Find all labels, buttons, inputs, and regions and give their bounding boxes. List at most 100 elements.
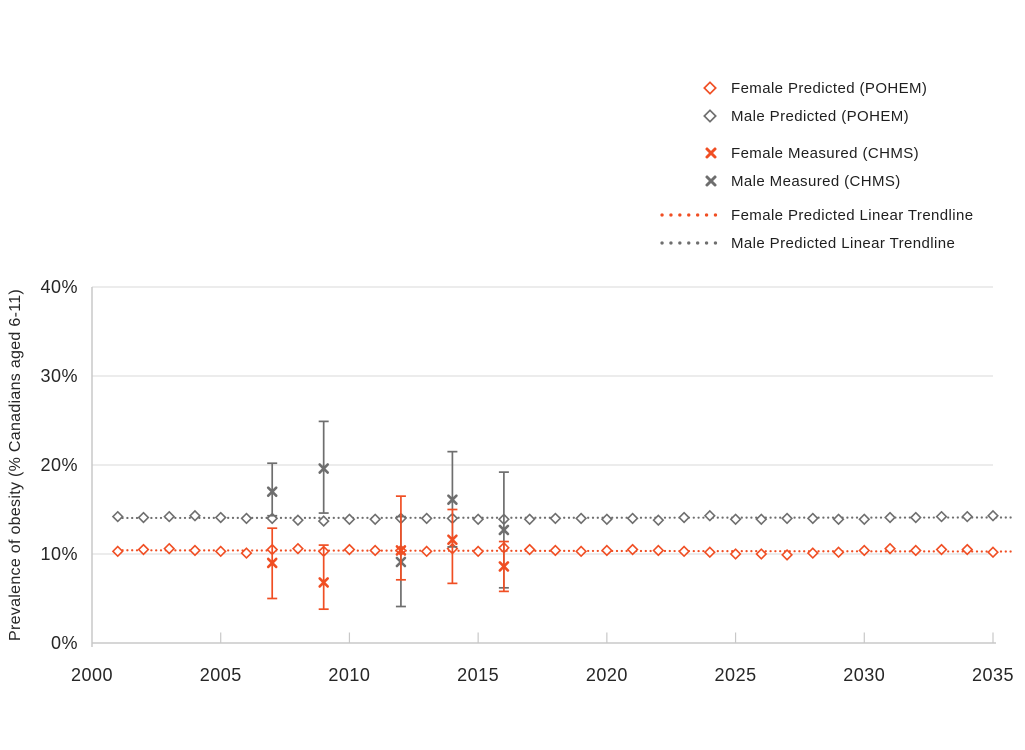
legend-label: Female Predicted (POHEM) bbox=[731, 79, 928, 97]
predicted-diamond bbox=[111, 510, 124, 523]
predicted-diamond bbox=[652, 544, 665, 557]
predicted-diamond bbox=[549, 512, 562, 525]
x-tick-label: 2015 bbox=[457, 665, 499, 685]
predicted-diamond bbox=[523, 543, 536, 556]
y-axis-title: Prevalence of obesity (% Canadians aged … bbox=[7, 289, 24, 641]
predicted-diamond bbox=[137, 511, 150, 524]
measured-x-marker bbox=[395, 545, 407, 556]
x-tick-label: 2005 bbox=[200, 665, 242, 685]
predicted-diamond bbox=[832, 513, 845, 526]
predicted-diamond bbox=[729, 513, 742, 526]
legend-item-female-measured: Female Measured (CHMS) bbox=[660, 139, 974, 167]
x-tick-label: 2010 bbox=[328, 665, 370, 685]
predicted-diamond bbox=[189, 509, 201, 522]
legend-item-female-trendline: Female Predicted Linear Trendline bbox=[660, 201, 974, 229]
y-tick-label: 20% bbox=[40, 455, 78, 475]
predicted-diamond bbox=[987, 546, 999, 559]
predicted-diamond bbox=[420, 512, 433, 525]
predicted-diamond bbox=[858, 544, 871, 557]
predicted-diamond bbox=[369, 513, 382, 526]
predicted-diamond bbox=[755, 548, 768, 560]
predicted-diamond bbox=[472, 513, 485, 526]
predicted-diamond bbox=[472, 545, 485, 558]
measured-x-marker bbox=[498, 561, 510, 572]
predicted-diamond bbox=[214, 511, 227, 524]
predicted-diamond bbox=[909, 511, 922, 524]
predicted-diamond bbox=[626, 543, 639, 556]
trendline bbox=[116, 549, 1013, 553]
predicted-diamond bbox=[111, 545, 124, 558]
predicted-diamond bbox=[189, 544, 201, 557]
predicted-diamond bbox=[781, 548, 793, 561]
predicted-diamond bbox=[806, 547, 819, 560]
predicted-diamond bbox=[317, 515, 330, 528]
predicted-diamond bbox=[343, 513, 356, 526]
x-tick-label: 2020 bbox=[586, 665, 628, 685]
predicted-diamond bbox=[420, 545, 433, 558]
chart-legend: Female Predicted (POHEM) Male Predicted … bbox=[660, 74, 974, 257]
predicted-diamond bbox=[575, 545, 588, 558]
predicted-diamond bbox=[987, 509, 999, 522]
predicted-diamond bbox=[935, 543, 948, 556]
predicted-diamond bbox=[935, 510, 948, 523]
y-tick-label: 40% bbox=[40, 277, 78, 297]
predicted-diamond bbox=[961, 510, 974, 523]
predicted-diamond bbox=[549, 544, 562, 557]
female-x-icon bbox=[660, 146, 718, 160]
predicted-diamond bbox=[652, 514, 665, 527]
x-tick-label: 2035 bbox=[972, 665, 1014, 685]
measured-x-marker bbox=[447, 494, 458, 506]
y-tick-label: 0% bbox=[51, 633, 78, 653]
measured-x-marker bbox=[447, 534, 458, 546]
predicted-diamond bbox=[214, 545, 227, 558]
measured-x-marker bbox=[266, 557, 278, 569]
legend-label: Male Predicted (POHEM) bbox=[731, 107, 910, 125]
male-dotted-line-icon bbox=[660, 239, 718, 247]
predicted-diamond bbox=[626, 512, 639, 525]
y-tick-label: 30% bbox=[40, 366, 78, 386]
measured-series bbox=[266, 495, 510, 611]
predicted-diamond bbox=[678, 545, 691, 558]
predicted-diamond bbox=[369, 544, 382, 557]
legend-item-female-predicted: Female Predicted (POHEM) bbox=[660, 74, 974, 102]
predicted-diamond bbox=[240, 547, 253, 560]
predicted-diamond bbox=[600, 513, 613, 526]
predicted-diamond bbox=[523, 513, 536, 526]
predicted-diamond bbox=[703, 546, 716, 559]
predicted-diamond bbox=[163, 542, 176, 555]
legend-item-male-measured: Male Measured (CHMS) bbox=[660, 167, 974, 195]
measured-x-marker bbox=[498, 524, 510, 536]
gridlines: 0% 10% 20% 30% 40% 2000 2005 2010 2015 2020 2025 20… bbox=[40, 277, 1014, 685]
male-x-icon bbox=[660, 174, 718, 188]
predicted-diamond bbox=[884, 511, 896, 524]
predicted-diamond bbox=[703, 509, 716, 522]
predicted-diamond bbox=[292, 542, 304, 555]
predicted-diamond bbox=[806, 512, 819, 525]
predicted-diamond bbox=[858, 513, 871, 526]
measured-series bbox=[266, 420, 510, 608]
predicted-diamond bbox=[729, 548, 742, 560]
legend-label: Female Predicted Linear Trendline bbox=[731, 206, 974, 224]
predicted-diamond bbox=[575, 512, 588, 525]
predicted-diamond bbox=[137, 543, 150, 556]
predicted-diamond bbox=[781, 512, 793, 525]
female-dotted-line-icon bbox=[660, 211, 718, 219]
legend-item-male-trendline: Male Predicted Linear Trendline bbox=[660, 229, 974, 257]
predicted-diamond bbox=[343, 543, 356, 556]
predicted-diamond bbox=[600, 544, 613, 557]
predicted-diamond bbox=[292, 514, 304, 527]
legend-item-male-predicted: Male Predicted (POHEM) bbox=[660, 102, 974, 130]
predicted-diamond bbox=[832, 546, 845, 559]
legend-label: Male Measured (CHMS) bbox=[731, 172, 901, 190]
x-tick-label: 2000 bbox=[71, 665, 113, 685]
male-diamond-icon bbox=[660, 108, 718, 124]
legend-label: Male Predicted Linear Trendline bbox=[731, 234, 956, 252]
measured-x-marker bbox=[266, 486, 278, 498]
predicted-diamond bbox=[240, 512, 253, 525]
predicted-series bbox=[111, 541, 999, 561]
predicted-diamond bbox=[755, 513, 768, 526]
x-tick-label: 2025 bbox=[715, 665, 757, 685]
measured-x-marker bbox=[318, 577, 329, 588]
